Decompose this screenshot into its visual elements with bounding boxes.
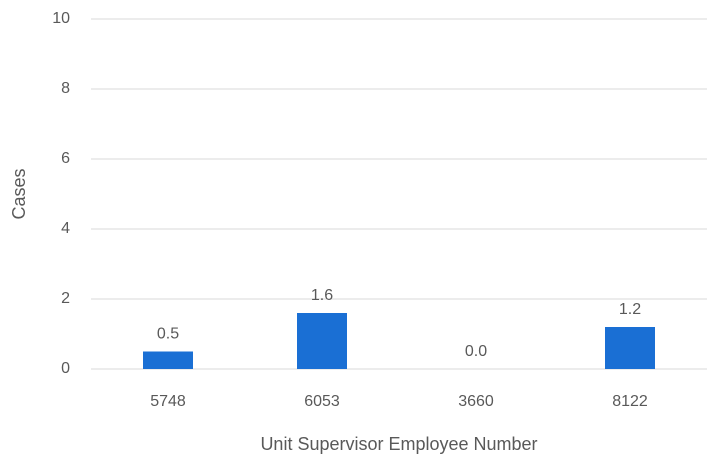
- y-tick-label: 8: [61, 80, 70, 97]
- y-tick-label: 2: [61, 290, 70, 307]
- x-tick-label: 6053: [304, 393, 340, 410]
- value-label: 0.0: [465, 343, 487, 360]
- y-tick-label: 0: [61, 360, 70, 377]
- bar: [143, 351, 193, 369]
- x-tick-label: 8122: [612, 393, 648, 410]
- x-axis-title: Unit Supervisor Employee Number: [260, 434, 537, 454]
- y-axis-title: Cases: [9, 168, 29, 219]
- y-tick-label: 10: [52, 10, 70, 27]
- bar: [605, 327, 655, 369]
- value-label: 1.2: [619, 301, 641, 318]
- y-tick-label: 6: [61, 150, 70, 167]
- value-label: 1.6: [311, 287, 333, 304]
- x-tick-label: 5748: [150, 393, 186, 410]
- x-tick-label: 3660: [458, 393, 494, 410]
- y-tick-label: 4: [61, 220, 70, 237]
- bar: [297, 313, 347, 369]
- value-label: 0.5: [157, 326, 179, 343]
